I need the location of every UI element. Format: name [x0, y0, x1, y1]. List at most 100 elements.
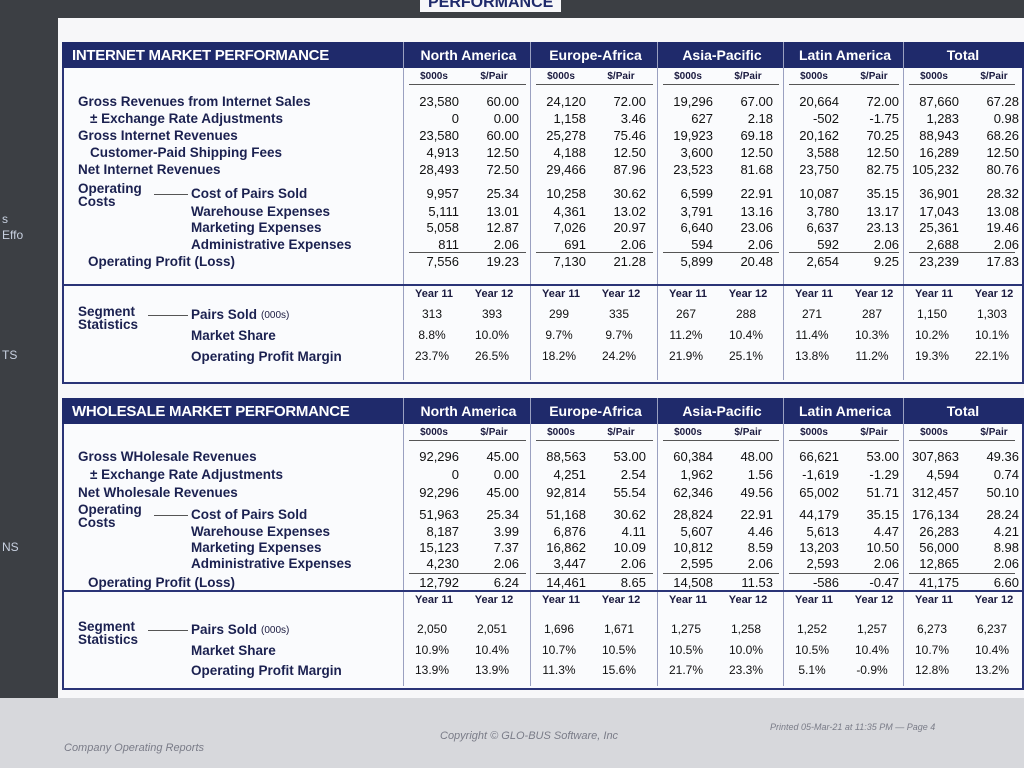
segment-divider: [62, 590, 1024, 592]
cell-value: 11.53: [741, 575, 773, 590]
cell-value: 36,901: [919, 186, 959, 201]
column-divider: [403, 42, 404, 380]
cell-value: 10.09: [613, 540, 646, 555]
cell-value: 10.3%: [854, 328, 890, 342]
cell-value: 0: [451, 467, 459, 482]
cell-value: 6.60: [993, 575, 1019, 590]
cell-value: 2.06: [620, 237, 646, 252]
cell-value: 16,862: [546, 540, 586, 555]
cell-value: 12.87: [486, 220, 519, 235]
cell-value: 2,654: [806, 254, 839, 269]
cell-value: 87,660: [919, 94, 959, 109]
cell-value: 3.99: [493, 524, 519, 539]
revenue-row-label: Customer-Paid Shipping Fees: [90, 145, 283, 160]
cell-value: 13,203: [799, 540, 839, 555]
year-header: Year 12: [728, 288, 768, 300]
total-rule: [663, 252, 779, 253]
header-rule: [909, 84, 1015, 85]
cost-row-label: Warehouse Expenses: [191, 204, 331, 219]
cell-value: 23,580: [419, 128, 459, 143]
cell-value: -1,619: [802, 467, 839, 482]
segment-row-label: Operating Profit Margin: [191, 349, 342, 364]
cell-value: 62,346: [673, 485, 713, 500]
cell-value: 0.98: [993, 111, 1019, 126]
revenue-row-label: ± Exchange Rate Adjustments: [90, 111, 283, 126]
cell-value: 92,296: [419, 449, 459, 464]
cell-value: 8.65: [620, 575, 646, 590]
cost-row-label: Administrative Expenses: [191, 556, 352, 571]
cell-value: 7,026: [553, 220, 586, 235]
cell-value: 6,599: [680, 186, 713, 201]
cell-value: 2.06: [620, 556, 646, 571]
cell-value: 25.34: [486, 507, 519, 522]
cell-value: 335: [608, 307, 630, 321]
total-rule: [909, 252, 1015, 253]
region-header: Latin America: [798, 47, 892, 63]
cell-value: 20.97: [613, 220, 646, 235]
header-rule: [409, 84, 526, 85]
cell-value: 13.9%: [474, 663, 510, 677]
cell-value: 53.00: [613, 449, 646, 464]
segment-row-label: Pairs Sold: [191, 307, 258, 322]
year-header: Year 11: [795, 594, 833, 606]
cell-value: 811: [438, 237, 459, 252]
cell-value: 55.54: [613, 485, 646, 500]
cell-value: 1.56: [747, 467, 773, 482]
region-header: Asia-Pacific: [682, 47, 762, 63]
header-rule: [536, 84, 653, 85]
cell-value: 8.8%: [418, 328, 446, 342]
cell-value: 10,258: [546, 186, 586, 201]
column-divider: [403, 398, 404, 686]
section-header-bar: [62, 398, 1024, 424]
cell-value: 35.15: [866, 186, 899, 201]
cell-value: -1.29: [869, 467, 899, 482]
region-header: North America: [420, 403, 517, 419]
cell-value: 0.00: [493, 467, 519, 482]
cell-value: 25,361: [919, 220, 959, 235]
cell-value: 105,232: [912, 162, 959, 177]
cell-value: 23,750: [799, 162, 839, 177]
cell-value: 6,637: [806, 220, 839, 235]
cell-value: 7,130: [553, 254, 586, 269]
cell-value: 6,876: [553, 524, 586, 539]
revenue-row-label: Gross Internet Revenues: [78, 128, 238, 143]
cell-value: 10,812: [673, 540, 713, 555]
sub-header: $/Pair: [980, 71, 1008, 82]
cost-row-label: Warehouse Expenses: [191, 524, 331, 539]
total-rule: [409, 252, 526, 253]
cell-value: 4,594: [926, 467, 959, 482]
cell-value: 271: [801, 307, 823, 321]
sub-header: $000s: [547, 71, 575, 82]
cell-value: 22.91: [740, 186, 773, 201]
segment-row-label: Market Share: [191, 643, 276, 658]
cell-value: 20,664: [799, 94, 839, 109]
cell-value: 25.34: [486, 186, 519, 201]
header-rule: [409, 440, 526, 441]
cell-value: 21.7%: [668, 663, 704, 677]
cell-value: -502: [812, 111, 839, 126]
column-divider: [657, 42, 658, 380]
year-header: Year 12: [974, 288, 1014, 300]
cell-value: 3,600: [680, 145, 713, 160]
cost-row-label: Marketing Expenses: [191, 220, 322, 235]
cell-value: 10.5%: [794, 643, 830, 657]
section-title: INTERNET MARKET PERFORMANCE: [72, 47, 329, 64]
cell-value: 82.75: [866, 162, 899, 177]
footer-center: Copyright © GLO-BUS Software, Inc: [440, 730, 619, 742]
top-heading: PERFORMANCE: [420, 0, 562, 12]
cell-value: 4,188: [553, 145, 586, 160]
cell-value: 6,640: [680, 220, 713, 235]
cell-value: 30.62: [613, 186, 646, 201]
cell-value: 13.2%: [974, 663, 1010, 677]
cell-value: 9,957: [426, 186, 459, 201]
segment-label: Segment Statistics: [78, 619, 139, 647]
cell-value: 69.18: [740, 128, 773, 143]
cell-value: 13.01: [486, 204, 519, 219]
year-header: Year 11: [669, 594, 707, 606]
section-panel: [62, 398, 1024, 690]
cell-value: 2.06: [873, 556, 899, 571]
cell-value: 11.2%: [855, 349, 889, 363]
cell-value: 28.32: [986, 186, 1019, 201]
year-header: Year 12: [601, 288, 641, 300]
